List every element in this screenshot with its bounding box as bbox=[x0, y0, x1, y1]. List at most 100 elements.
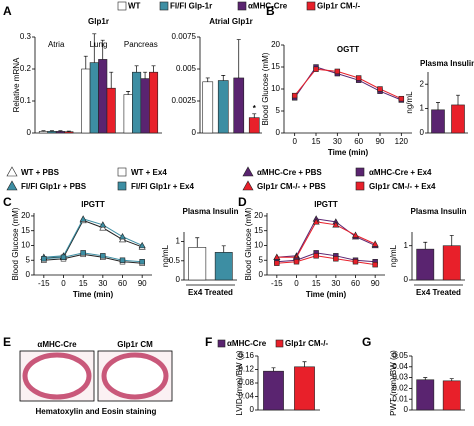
chart-title: Plasma Insulin bbox=[182, 207, 238, 216]
y-tick-label: 0 bbox=[276, 128, 281, 137]
y-axis-label: LVID (mm)/BW (g) bbox=[235, 350, 244, 416]
legend-label: Glp1r CM-/- + PBS bbox=[257, 182, 326, 191]
y-tick-label: 15 bbox=[254, 226, 263, 235]
x-tick-label: 60 bbox=[118, 279, 127, 288]
x-tick-label: 30 bbox=[333, 137, 342, 146]
bar bbox=[233, 77, 245, 134]
y-tick-label: 0 bbox=[250, 405, 255, 414]
bar bbox=[248, 117, 260, 134]
series-line bbox=[43, 218, 143, 258]
y-axis-label: ng/mL bbox=[161, 244, 170, 267]
x-axis-label: Time (min) bbox=[306, 290, 347, 299]
marker bbox=[332, 221, 340, 228]
marker bbox=[313, 253, 319, 259]
legend-label: αMHC-Cre bbox=[227, 339, 267, 348]
y-axis-label: PWT (mm)/BW (g) bbox=[389, 350, 398, 416]
y-tick-label: 0.01 bbox=[392, 394, 408, 403]
x-tick-label: 0 bbox=[294, 279, 299, 288]
panel-letter: E bbox=[3, 335, 11, 349]
bar bbox=[442, 245, 461, 281]
marker bbox=[117, 181, 127, 191]
x-tick-label: 30 bbox=[331, 279, 340, 288]
bar bbox=[140, 78, 150, 134]
error-bar bbox=[252, 113, 257, 118]
y-tick-label: 5 bbox=[276, 106, 281, 115]
y-axis-label: ng/mL bbox=[389, 244, 398, 267]
panel-letter: G bbox=[362, 335, 371, 349]
y-tick-label: 0.0025 bbox=[172, 96, 197, 105]
x-tick-label: 90 bbox=[371, 279, 380, 288]
error-bar bbox=[221, 75, 226, 81]
bar bbox=[442, 380, 461, 411]
error-bar bbox=[109, 71, 114, 89]
error-bar bbox=[456, 94, 460, 105]
y-tick-label: 0 bbox=[404, 275, 409, 284]
bar bbox=[263, 370, 284, 411]
y-tick-label: 0.04 bbox=[238, 392, 254, 401]
bar bbox=[47, 131, 57, 134]
y-axis-label: Blood Glucose (mM) bbox=[261, 52, 270, 125]
y-tick-label: 10 bbox=[271, 84, 280, 93]
chart-title: IPGTT bbox=[81, 200, 105, 209]
annotation: * bbox=[253, 104, 257, 113]
marker bbox=[352, 259, 359, 265]
series-line bbox=[276, 255, 376, 266]
x-tick-label: 15 bbox=[79, 279, 88, 288]
legend-label: Glp1r CM-/- bbox=[285, 339, 328, 348]
error-bar bbox=[436, 102, 440, 110]
marker bbox=[291, 92, 298, 99]
error-bar bbox=[143, 71, 148, 79]
legend-label: WT + Ex4 bbox=[131, 168, 167, 177]
marker bbox=[41, 256, 47, 262]
x-tick-label: 0 bbox=[292, 137, 297, 146]
y-tick-label: 0 bbox=[27, 128, 32, 137]
error-bar bbox=[66, 130, 71, 132]
marker bbox=[100, 253, 106, 259]
x-tick-label: -15 bbox=[38, 279, 50, 288]
error-bar bbox=[423, 241, 428, 250]
y-tick-label: 0.12 bbox=[238, 365, 254, 374]
x-tick-label: 15 bbox=[312, 137, 321, 146]
bar bbox=[64, 131, 74, 134]
y-axis-label: Blood Glucose (mM) bbox=[11, 207, 20, 280]
x-tick-label: 90 bbox=[376, 137, 385, 146]
legend-swatch bbox=[217, 339, 226, 348]
x-tick-label: Atria bbox=[48, 40, 65, 49]
chart-title: Glp1r bbox=[88, 17, 109, 26]
error-bar bbox=[271, 367, 276, 372]
marker bbox=[138, 241, 146, 249]
y-tick-label: 10 bbox=[254, 241, 263, 250]
x-tick-label: 120 bbox=[395, 137, 409, 146]
error-bar bbox=[302, 361, 307, 367]
y-tick-label: 0.0075 bbox=[172, 32, 197, 41]
x-axis-label: Ex4 Treated bbox=[188, 288, 233, 297]
x-tick-label: 30 bbox=[98, 279, 107, 288]
bar bbox=[188, 247, 207, 281]
series-line bbox=[276, 218, 376, 258]
error-bar bbox=[151, 65, 156, 73]
legend-label: Fl/Fl Glp1r + Ex4 bbox=[131, 182, 194, 191]
y-tick-label: 1 bbox=[404, 241, 409, 250]
x-tick-label: Pancreas bbox=[124, 40, 158, 49]
legend-label: αMHC-Cre + Ex4 bbox=[369, 168, 432, 177]
marker bbox=[333, 256, 339, 262]
y-tick-label: 0.04 bbox=[392, 362, 408, 371]
bar bbox=[416, 379, 435, 411]
marker bbox=[372, 261, 378, 268]
error-bar bbox=[41, 130, 46, 132]
y-tick-label: 10 bbox=[21, 241, 30, 250]
series-line bbox=[294, 66, 402, 101]
panel-letter: D bbox=[238, 195, 247, 209]
bar bbox=[55, 131, 65, 134]
legend-swatch bbox=[159, 1, 169, 11]
legend-swatch bbox=[237, 1, 247, 11]
y-tick-label: 5 bbox=[26, 255, 31, 264]
legend-swatch bbox=[117, 1, 127, 11]
y-tick-label: 15 bbox=[21, 226, 30, 235]
legend-swatch bbox=[275, 339, 284, 348]
y-tick-label: 1 bbox=[420, 104, 425, 113]
x-tick-label: Lung bbox=[90, 40, 108, 49]
panel-letter: C bbox=[3, 195, 12, 209]
y-axis-label: Blood Glucose (mM) bbox=[244, 207, 253, 280]
x-tick-label: 60 bbox=[354, 137, 363, 146]
